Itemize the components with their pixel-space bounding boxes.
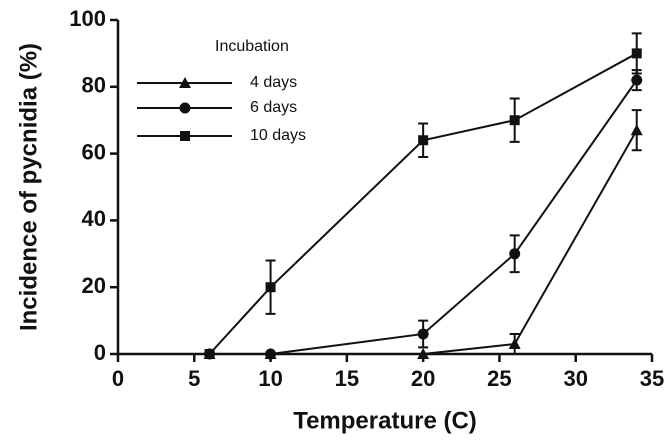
marker [418, 135, 429, 146]
x-tick-label: 35 [640, 366, 664, 391]
x-axis-label: Temperature (C) [293, 407, 477, 434]
x-tick-label: 15 [335, 366, 359, 391]
legend-label: 6 days [250, 99, 297, 116]
legend-marker [180, 131, 190, 141]
marker [417, 328, 429, 340]
series-line [209, 79, 638, 355]
y-tick-label: 20 [82, 273, 106, 298]
y-tick-label: 0 [94, 340, 106, 365]
marker [509, 115, 520, 126]
y-tick-label: 100 [69, 6, 106, 31]
x-tick-label: 0 [112, 366, 124, 391]
y-tick-label: 40 [82, 206, 106, 231]
marker [417, 348, 430, 359]
legend-label: 10 days [250, 127, 306, 144]
marker [631, 48, 642, 59]
marker [631, 74, 643, 86]
marker [509, 248, 521, 260]
legend-marker [179, 102, 191, 114]
legend-label: 4 days [250, 74, 297, 91]
marker [265, 282, 276, 293]
marker [265, 348, 277, 360]
legend-title: Incubation [215, 38, 289, 55]
legend-marker [179, 77, 191, 88]
x-tick-label: 10 [258, 366, 282, 391]
marker [508, 337, 521, 349]
y-tick-label: 80 [82, 73, 106, 98]
marker [630, 124, 643, 136]
marker [204, 349, 215, 359]
y-axis-label: Incidence of pycnidia (%) [15, 43, 42, 331]
x-tick-label: 25 [487, 366, 511, 391]
x-tick-label: 30 [563, 366, 587, 391]
x-tick-label: 5 [188, 366, 200, 391]
y-tick-label: 60 [82, 139, 106, 164]
x-tick-label: 20 [411, 366, 435, 391]
